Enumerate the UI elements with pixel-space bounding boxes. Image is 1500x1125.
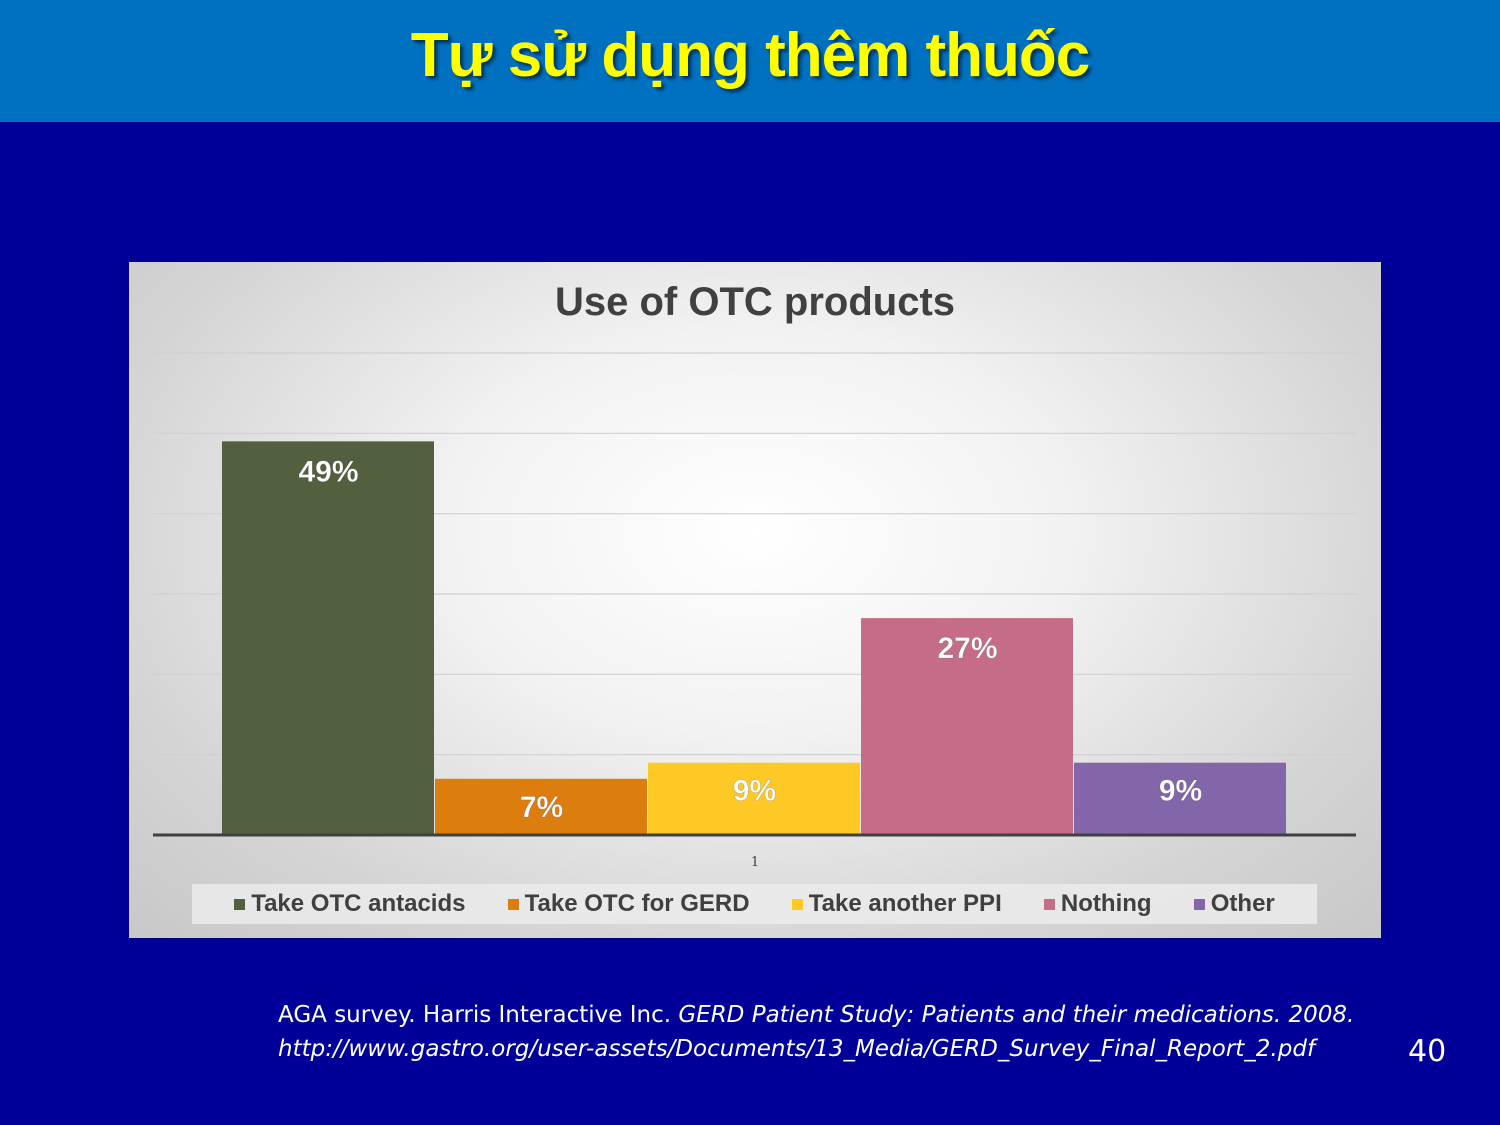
legend-swatch — [791, 898, 803, 910]
data-label: 7% — [520, 791, 563, 824]
legend-label: Take OTC for GERD — [524, 890, 750, 917]
legend-label: Other — [1210, 890, 1275, 917]
data-label: 49% — [298, 455, 358, 488]
data-label: 27% — [937, 632, 997, 665]
bar-take-otc-antacids — [222, 441, 434, 835]
chart-title: Use of OTC products — [554, 280, 956, 324]
legend-swatch — [1043, 898, 1055, 910]
source-line-1: AGA survey. Harris Interactive Inc. GERD… — [278, 998, 1398, 1032]
bar-other — [1074, 762, 1286, 835]
bar-take-another-ppi — [648, 762, 860, 835]
source-url: http://www.gastro.org/user-assets/Docume… — [278, 1036, 1316, 1062]
legend-item: Nothing — [1043, 890, 1152, 918]
legend-swatch — [507, 898, 519, 910]
slide-header — [0, 0, 1500, 122]
legend-item: Take OTC antacids — [234, 890, 465, 918]
legend-label: Take another PPI — [808, 890, 1002, 917]
legend-swatch — [1193, 898, 1205, 910]
legend-label: Nothing — [1060, 890, 1152, 917]
source-citation: AGA survey. Harris Interactive Inc. GERD… — [278, 998, 1398, 1066]
legend-swatch — [234, 898, 246, 910]
bar-take-otc-for-gerd — [435, 778, 647, 835]
page-number: 40 — [1408, 1034, 1447, 1069]
source-authors: AGA survey. Harris Interactive Inc. — [278, 1002, 679, 1028]
bar-nothing — [861, 618, 1073, 835]
data-label: 9% — [733, 775, 776, 808]
legend-label: Take OTC antacids — [251, 890, 466, 917]
source-study-title: GERD Patient Study: Patients and their m… — [678, 1002, 1355, 1028]
slide-title: Tự sử dụng thêm thuốc — [410, 21, 1090, 90]
data-label: 9% — [1159, 775, 1202, 808]
legend-item: Take OTC for GERD — [507, 890, 750, 918]
legend-item: Other — [1193, 890, 1275, 918]
chart-legend: Take OTC antacids Take OTC for GERD Take a… — [192, 884, 1317, 924]
legend-item: Take another PPI — [791, 890, 1002, 918]
x-tick-label: 1 — [751, 855, 759, 870]
